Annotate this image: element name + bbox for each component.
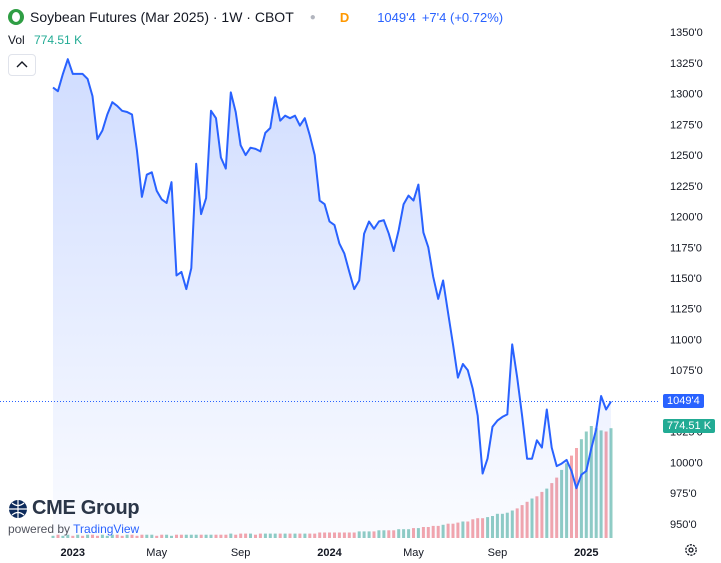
x-tick-label: 2024	[317, 547, 342, 559]
powered-by-label: powered by	[8, 522, 71, 536]
y-tick-label: 1325'0	[670, 58, 703, 70]
price-area-fill	[53, 59, 611, 538]
y-tick-label: 1175'0	[670, 242, 702, 254]
x-tick-label: 2025	[574, 547, 598, 559]
y-tick-label: 1150'0	[670, 273, 702, 285]
symbol-title[interactable]: Soybean Futures (Mar 2025) · 1W · CBOT	[30, 9, 294, 25]
collapse-legend-button[interactable]	[8, 54, 36, 76]
y-tick-label: 975'0	[670, 488, 697, 500]
volume-value: 774.51 K	[34, 33, 83, 47]
x-axis: 2023 May Sep 2024 May Sep 2025	[61, 547, 599, 559]
volume-legend: Vol 774.51 K	[8, 33, 82, 47]
powered-by: powered by TradingView	[8, 522, 139, 536]
y-tick-label: 1225'0	[670, 181, 703, 193]
data-delay-badge[interactable]: D	[339, 9, 350, 25]
gear-icon[interactable]	[684, 543, 698, 557]
x-tick-label: 2023	[61, 547, 85, 559]
volume-label: Vol	[8, 33, 25, 47]
market-status-dot-icon: ●	[309, 11, 316, 23]
price-change: +7'4 (+0.72%)	[421, 9, 504, 25]
y-tick-label: 1100'0	[670, 334, 702, 346]
last-price: 1049'4	[377, 9, 416, 25]
y-tick-label: 1200'0	[670, 212, 703, 224]
symbol-header: Soybean Futures (Mar 2025) · 1W · CBOT ●…	[8, 6, 503, 28]
y-tick-label: 1000'0	[670, 457, 703, 469]
cme-globe-icon	[9, 499, 27, 518]
tradingview-link[interactable]: TradingView	[73, 522, 140, 536]
x-tick-label: May	[403, 547, 424, 559]
x-tick-label: Sep	[488, 547, 508, 559]
y-tick-label: 1125'0	[670, 304, 702, 316]
volume-axis-tag: 774.51 K	[663, 419, 716, 433]
x-tick-label: Sep	[231, 547, 251, 559]
y-tick-label: 1275'0	[670, 119, 703, 131]
y-tick-label: 1350'0	[670, 27, 703, 39]
y-tick-label: 1250'0	[670, 150, 703, 162]
y-tick-label: 1075'0	[670, 365, 703, 377]
price-axis-tag: 1049'4	[663, 393, 704, 408]
cme-brand[interactable]: CME Group powered by TradingView	[8, 497, 140, 536]
x-tick-label: May	[146, 547, 167, 559]
cme-logo: CME Group	[8, 497, 140, 520]
symbol-logo-icon	[8, 9, 24, 25]
y-axis: 1350'0 1325'0 1300'0 1275'0 1250'0 1225'0 1200…	[670, 27, 703, 531]
y-tick-label: 1300'0	[670, 89, 703, 101]
y-tick-label: 950'0	[670, 519, 697, 531]
price-line	[52, 58, 612, 490]
cme-name: CME Group	[32, 497, 140, 519]
chevron-up-icon	[16, 61, 28, 68]
